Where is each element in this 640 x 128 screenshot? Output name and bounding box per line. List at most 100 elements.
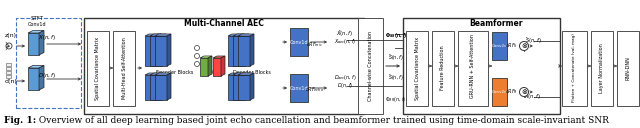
Polygon shape bbox=[228, 36, 240, 66]
Polygon shape bbox=[167, 73, 171, 100]
Polygon shape bbox=[28, 66, 44, 68]
Polygon shape bbox=[157, 34, 161, 66]
Text: $X(n,f)$: $X(n,f)$ bbox=[38, 34, 56, 42]
Text: Overview of all deep learning based joint echo cancellation and beamformer train: Overview of all deep learning based join… bbox=[36, 116, 609, 125]
FancyBboxPatch shape bbox=[406, 31, 428, 106]
Polygon shape bbox=[162, 34, 166, 66]
Text: $X_{aec}(n,f)$: $X_{aec}(n,f)$ bbox=[334, 38, 356, 46]
FancyBboxPatch shape bbox=[113, 31, 135, 106]
Polygon shape bbox=[150, 34, 166, 36]
Text: $\hat{X}(n,f)$: $\hat{X}(n,f)$ bbox=[336, 29, 354, 39]
Circle shape bbox=[520, 88, 529, 97]
Polygon shape bbox=[39, 66, 44, 90]
Polygon shape bbox=[150, 75, 162, 100]
FancyBboxPatch shape bbox=[403, 18, 560, 114]
Polygon shape bbox=[250, 73, 254, 100]
Text: Beamformer: Beamformer bbox=[470, 19, 524, 28]
FancyBboxPatch shape bbox=[6, 71, 11, 74]
Polygon shape bbox=[155, 36, 167, 66]
Text: Feature Reduction: Feature Reduction bbox=[440, 46, 445, 90]
FancyBboxPatch shape bbox=[358, 18, 383, 114]
Polygon shape bbox=[213, 56, 225, 58]
Text: Fig. 1:: Fig. 1: bbox=[4, 116, 36, 125]
Polygon shape bbox=[145, 34, 161, 36]
FancyBboxPatch shape bbox=[492, 78, 507, 106]
Text: $D(n,f)$: $D(n,f)$ bbox=[38, 71, 56, 79]
Polygon shape bbox=[250, 34, 254, 66]
Polygon shape bbox=[233, 34, 249, 36]
Text: Multi-Head Self-Attention: Multi-Head Self-Attention bbox=[122, 38, 127, 99]
Polygon shape bbox=[39, 30, 44, 55]
Polygon shape bbox=[200, 56, 212, 58]
Text: ⊗: ⊗ bbox=[521, 43, 527, 49]
Polygon shape bbox=[221, 56, 225, 76]
Polygon shape bbox=[228, 34, 244, 36]
Text: $\hat{R}(n,f)$: $\hat{R}(n,f)$ bbox=[524, 92, 541, 102]
Text: z(n): z(n) bbox=[5, 34, 17, 39]
Text: $cRF_S$: $cRF_S$ bbox=[504, 42, 518, 50]
Text: $\Phi_{RR}(n,f)$: $\Phi_{RR}(n,f)$ bbox=[385, 95, 407, 104]
Polygon shape bbox=[28, 30, 44, 33]
Text: $cRF_R$: $cRF_R$ bbox=[504, 88, 518, 97]
Polygon shape bbox=[150, 73, 166, 75]
Polygon shape bbox=[28, 68, 39, 90]
Polygon shape bbox=[145, 36, 157, 66]
Text: ⊗: ⊗ bbox=[521, 89, 527, 95]
Text: $\hat{S}(n,f)$: $\hat{S}(n,f)$ bbox=[388, 53, 404, 63]
Polygon shape bbox=[238, 36, 250, 66]
FancyBboxPatch shape bbox=[6, 67, 11, 70]
Text: GRU-RNN + Self-Attention: GRU-RNN + Self-Attention bbox=[470, 34, 476, 98]
Text: Flatten + Concatenate (val, mag): Flatten + Concatenate (val, mag) bbox=[573, 34, 577, 102]
Text: Conv2d: Conv2d bbox=[492, 90, 508, 94]
Polygon shape bbox=[157, 73, 161, 100]
Circle shape bbox=[520, 41, 529, 51]
Polygon shape bbox=[233, 36, 245, 66]
FancyBboxPatch shape bbox=[290, 74, 308, 102]
FancyBboxPatch shape bbox=[84, 18, 364, 114]
Polygon shape bbox=[150, 36, 162, 66]
Polygon shape bbox=[213, 58, 221, 76]
Polygon shape bbox=[228, 73, 244, 75]
Text: $D_{aec}(n,f)$: $D_{aec}(n,f)$ bbox=[333, 73, 356, 83]
Polygon shape bbox=[238, 34, 254, 36]
Text: $\Phi_{SS}(n,f)$: $\Phi_{SS}(n,f)$ bbox=[385, 31, 407, 40]
FancyBboxPatch shape bbox=[87, 31, 109, 106]
Text: Conv2d: Conv2d bbox=[492, 44, 508, 48]
Text: Conv1d: Conv1d bbox=[290, 86, 308, 90]
Polygon shape bbox=[145, 73, 161, 75]
Polygon shape bbox=[28, 33, 39, 55]
Text: Multi-Channel AEC: Multi-Channel AEC bbox=[184, 19, 264, 28]
FancyBboxPatch shape bbox=[562, 31, 587, 106]
Text: d(n): d(n) bbox=[5, 78, 18, 83]
Polygon shape bbox=[240, 73, 244, 100]
FancyBboxPatch shape bbox=[617, 31, 639, 106]
Polygon shape bbox=[240, 34, 244, 66]
Text: FT-GRU: FT-GRU bbox=[205, 70, 223, 74]
Text: Spatial Covariance Matrix: Spatial Covariance Matrix bbox=[415, 36, 419, 100]
Text: Encoder Blocks: Encoder Blocks bbox=[156, 70, 194, 74]
Polygon shape bbox=[162, 73, 166, 100]
Text: Conv1d: Conv1d bbox=[290, 40, 308, 45]
FancyBboxPatch shape bbox=[432, 31, 454, 106]
Text: Decoder Blocks: Decoder Blocks bbox=[233, 70, 271, 74]
Polygon shape bbox=[155, 75, 167, 100]
Text: RNN-DNN: RNN-DNN bbox=[625, 56, 630, 80]
Polygon shape bbox=[167, 34, 171, 66]
Polygon shape bbox=[245, 34, 249, 66]
Text: Conv1d: Conv1d bbox=[28, 22, 46, 26]
Text: $\hat{S}(n,f)$: $\hat{S}(n,f)$ bbox=[388, 73, 404, 83]
FancyBboxPatch shape bbox=[6, 75, 11, 78]
FancyBboxPatch shape bbox=[6, 63, 11, 66]
Text: Layer Normalization: Layer Normalization bbox=[600, 43, 605, 93]
Polygon shape bbox=[238, 75, 250, 100]
Polygon shape bbox=[155, 73, 171, 75]
FancyBboxPatch shape bbox=[458, 31, 488, 106]
Text: STFT: STFT bbox=[31, 17, 44, 22]
Polygon shape bbox=[228, 75, 240, 100]
FancyBboxPatch shape bbox=[591, 31, 613, 106]
Polygon shape bbox=[233, 73, 249, 75]
Polygon shape bbox=[233, 75, 245, 100]
Text: $\Phi_{SS}(n,f)$: $\Phi_{SS}(n,f)$ bbox=[385, 31, 407, 40]
Polygon shape bbox=[245, 73, 249, 100]
Polygon shape bbox=[145, 75, 157, 100]
